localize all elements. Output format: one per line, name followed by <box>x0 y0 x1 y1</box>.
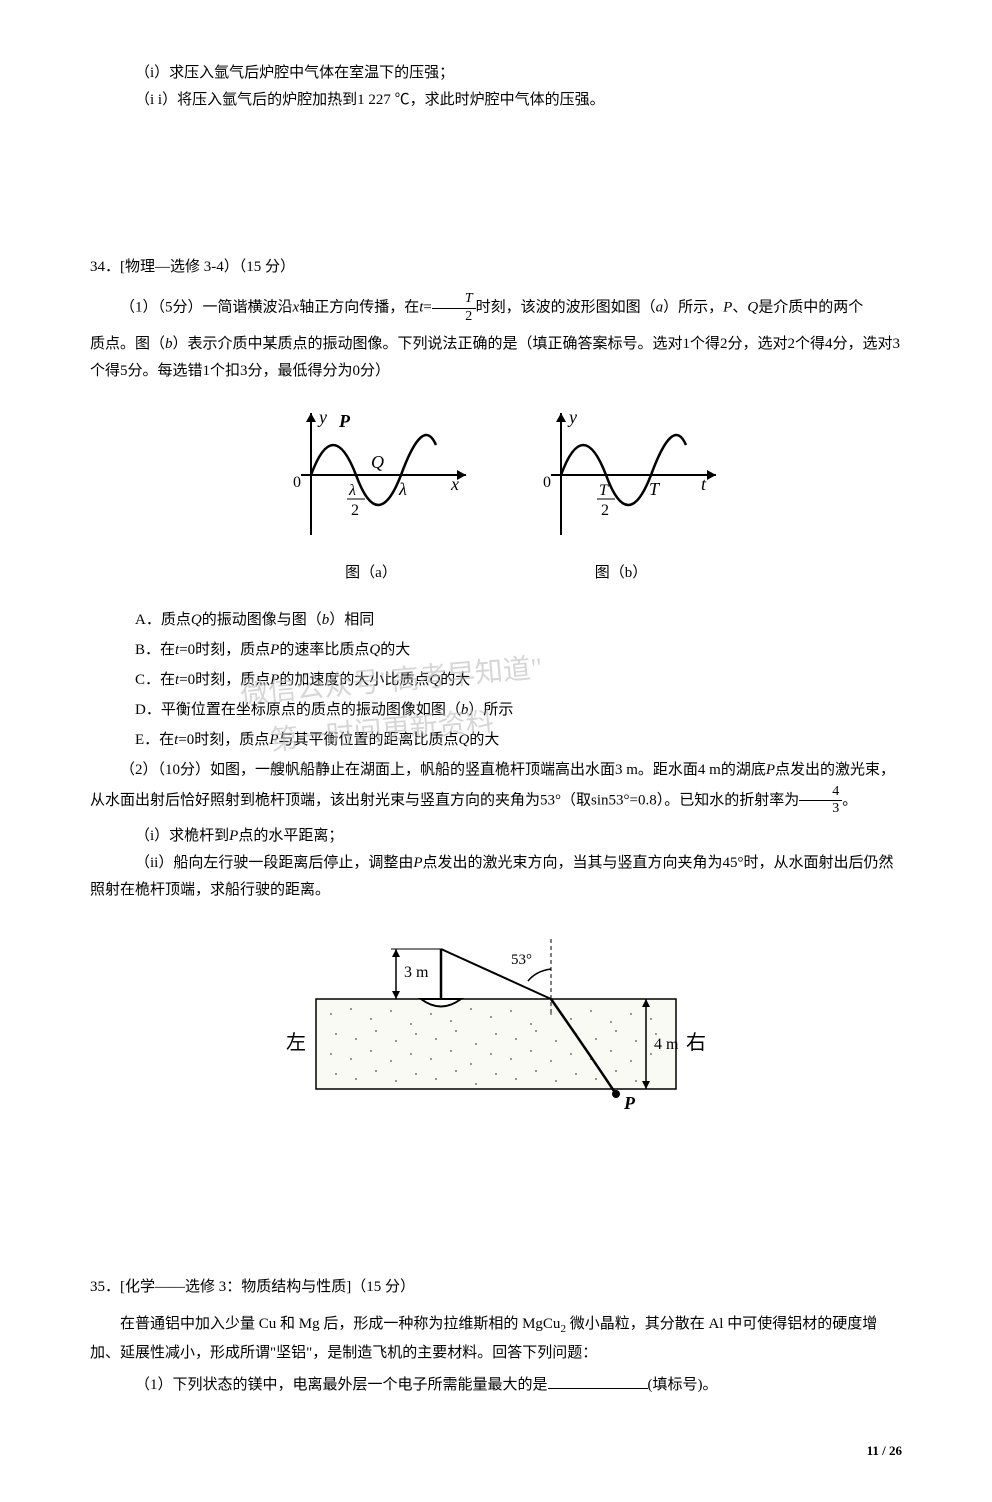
q34-p1-m5: 是介质中的两个 <box>758 300 863 316</box>
q34-p1-m4: 、 <box>732 300 747 316</box>
svg-text:0: 0 <box>293 474 301 491</box>
frac-2: 2 <box>432 309 476 326</box>
p2ii-P: P <box>413 855 422 871</box>
optC-end: 的大 <box>440 672 470 688</box>
optC-P: P <box>270 672 279 688</box>
q35-sub1: （1）下列状态的镁中，电离最外层一个电子所需能量最大的是 (填标号)。 <box>90 1372 902 1399</box>
optE-mid2: 与其平衡位置的距离比质点 <box>278 732 458 748</box>
optA-pre: A．质点 <box>135 612 191 628</box>
frac-T: T <box>432 291 476 309</box>
q34-p1-m2: 时刻，该波的波形图如图（ <box>476 300 656 316</box>
optE-Q: Q <box>459 732 470 748</box>
optC-pre: C．在 <box>135 672 175 688</box>
svg-text:P: P <box>338 411 351 431</box>
q34-l2-b: b <box>165 336 173 352</box>
optA-Q: Q <box>191 612 202 628</box>
optE-mid: =0时刻，质点 <box>178 732 269 748</box>
option-C: C．在t=0时刻，质点P的加速度的大小比质点Q的大 <box>90 667 902 694</box>
q34-part1: （1）（5分）一简谐横波沿x轴正方向传播，在t=T2时刻，该波的波形图如图（a）… <box>90 291 902 326</box>
q34-p1-Q: Q <box>747 300 758 316</box>
svg-text:x: x <box>450 474 459 494</box>
frac4: 4 <box>799 784 842 802</box>
svg-text:λ: λ <box>348 482 356 499</box>
p2i-P: P <box>229 828 238 844</box>
optB-mid: =0时刻，质点 <box>179 642 270 658</box>
q34-p1-m3: ）所示， <box>663 300 723 316</box>
option-E: E．在t=0时刻，质点P与其平衡位置的距离比质点Q的大 <box>90 727 902 754</box>
optD-end: ）所示 <box>468 702 513 718</box>
svg-text:t: t <box>701 474 707 494</box>
optC-Q: Q <box>429 672 440 688</box>
q35-header: 35．[化学——选修 3：物质结构与性质]（15 分） <box>90 1274 902 1301</box>
svg-text:P: P <box>623 1093 636 1113</box>
optD-pre: D．平衡位置在坐标原点的质点的振动图像如图（ <box>135 702 461 718</box>
option-D: D．平衡位置在坐标原点的质点的振动图像如图（b）所示 <box>90 697 902 724</box>
frac3: 3 <box>799 801 842 818</box>
option-B: B．在t=0时刻，质点P的速率比质点Q的大 <box>90 637 902 664</box>
svg-text:左: 左 <box>286 1031 306 1054</box>
option-A: A．质点Q的振动图像与图（b）相同 <box>90 607 902 634</box>
q35-s1-pre: （1）下列状态的镁中，电离最外层一个电子所需能量最大的是 <box>135 1377 548 1393</box>
q34-p1-intro: （1）（5分）一简谐横波沿 <box>120 300 293 316</box>
q33-sub-i: （i）求压入氩气后炉腔中气体在室温下的压强； <box>90 60 902 87</box>
q33-sub-ii: （i i）将压入氩气后的炉腔加热到1 227 ℃，求此时炉腔中气体的压强。 <box>90 87 902 114</box>
svg-text:y: y <box>567 407 577 427</box>
p2-pre: （2）（10分）如图，一艘帆船静止在湖面上，帆船的竖直桅杆顶端高出水面3 m。距… <box>120 762 766 778</box>
svg-text:2: 2 <box>351 502 359 519</box>
optB-Q: Q <box>369 642 380 658</box>
q35-s1-end: (填标号)。 <box>648 1377 718 1393</box>
wave-figures: y P 0 Q x λ 2 λ 图（a） y 0 t T 2 T 图（b） <box>90 405 902 587</box>
optB-P: P <box>270 642 279 658</box>
fig-a-label: 图（a） <box>271 560 471 587</box>
q34-part2: （2）（10分）如图，一艘帆船静止在湖面上，帆船的竖直桅杆顶端高出水面3 m。距… <box>90 757 902 819</box>
q34-p2-ii: （ii）船向左行驶一段距离后停止，调整由P点发出的激光束方向，当其与竖直方向夹角… <box>90 850 902 904</box>
svg-text:Q: Q <box>371 452 384 472</box>
optB-end: 的大 <box>380 642 410 658</box>
svg-text:53°: 53° <box>511 952 532 968</box>
svg-text:y: y <box>317 407 327 427</box>
svg-text:4 m: 4 m <box>654 1036 679 1053</box>
p2i-end: 点的水平距离； <box>238 828 343 844</box>
p2ii-pre: （ii）船向左行驶一段距离后停止，调整由 <box>135 855 413 871</box>
page-number: 11 / 26 <box>90 1439 902 1462</box>
svg-text:T: T <box>649 479 661 499</box>
q34-part1-line2: 质点。图（b）表示介质中某质点的振动图像。下列说法正确的是（填正确答案标号。选对… <box>90 331 902 385</box>
optB-mid2: 的速率比质点 <box>279 642 369 658</box>
q34-l2a: 质点。图（ <box>90 336 165 352</box>
q34-p1-m1: 轴正方向传播，在 <box>299 300 419 316</box>
svg-text:0: 0 <box>543 474 551 491</box>
p2-P: P <box>766 762 775 778</box>
svg-text:3 m: 3 m <box>404 964 429 981</box>
optA-end: ）相同 <box>329 612 374 628</box>
q34-header: 34．[物理—选修 3-4）（15 分） <box>90 254 902 281</box>
svg-text:2: 2 <box>601 502 609 519</box>
q35-intro-pre: 在普通铝中加入少量 Cu 和 Mg 后，形成一种称为拉维斯相的 MgCu <box>120 1316 560 1332</box>
svg-text:T: T <box>599 482 609 499</box>
figure-b: y 0 t T 2 T 图（b） <box>521 405 721 587</box>
fig-b-label: 图（b） <box>521 560 721 587</box>
boat-diagram: 3 m 53° P 4 m 左 右 <box>90 919 902 1119</box>
optE-pre: E．在 <box>135 732 174 748</box>
svg-text:右: 右 <box>686 1031 706 1054</box>
q34-p2-i: （i）求桅杆到P点的水平距离； <box>90 823 902 850</box>
q34-l2b: ）表示介质中某质点的振动图像。下列说法正确的是（填正确答案标号。选对1个得2分，… <box>90 336 900 379</box>
blank-fill[interactable] <box>548 1374 648 1389</box>
figure-a: y P 0 Q x λ 2 λ 图（a） <box>271 405 471 587</box>
optC-mid: =0时刻，质点 <box>179 672 270 688</box>
q35-intro: 在普通铝中加入少量 Cu 和 Mg 后，形成一种称为拉维斯相的 MgCu2 微小… <box>90 1311 902 1367</box>
optE-end: 的大 <box>469 732 499 748</box>
optA-post: 的振动图像与图（ <box>202 612 322 628</box>
q34-p1-P: P <box>723 300 732 316</box>
p2i-pre: （i）求桅杆到 <box>135 828 229 844</box>
p2-end: 。 <box>842 792 857 808</box>
svg-text:λ: λ <box>398 479 407 499</box>
q34-p1-eq: = <box>423 300 431 316</box>
optB-pre: B．在 <box>135 642 175 658</box>
optC-mid2: 的加速度的大小比质点 <box>279 672 429 688</box>
